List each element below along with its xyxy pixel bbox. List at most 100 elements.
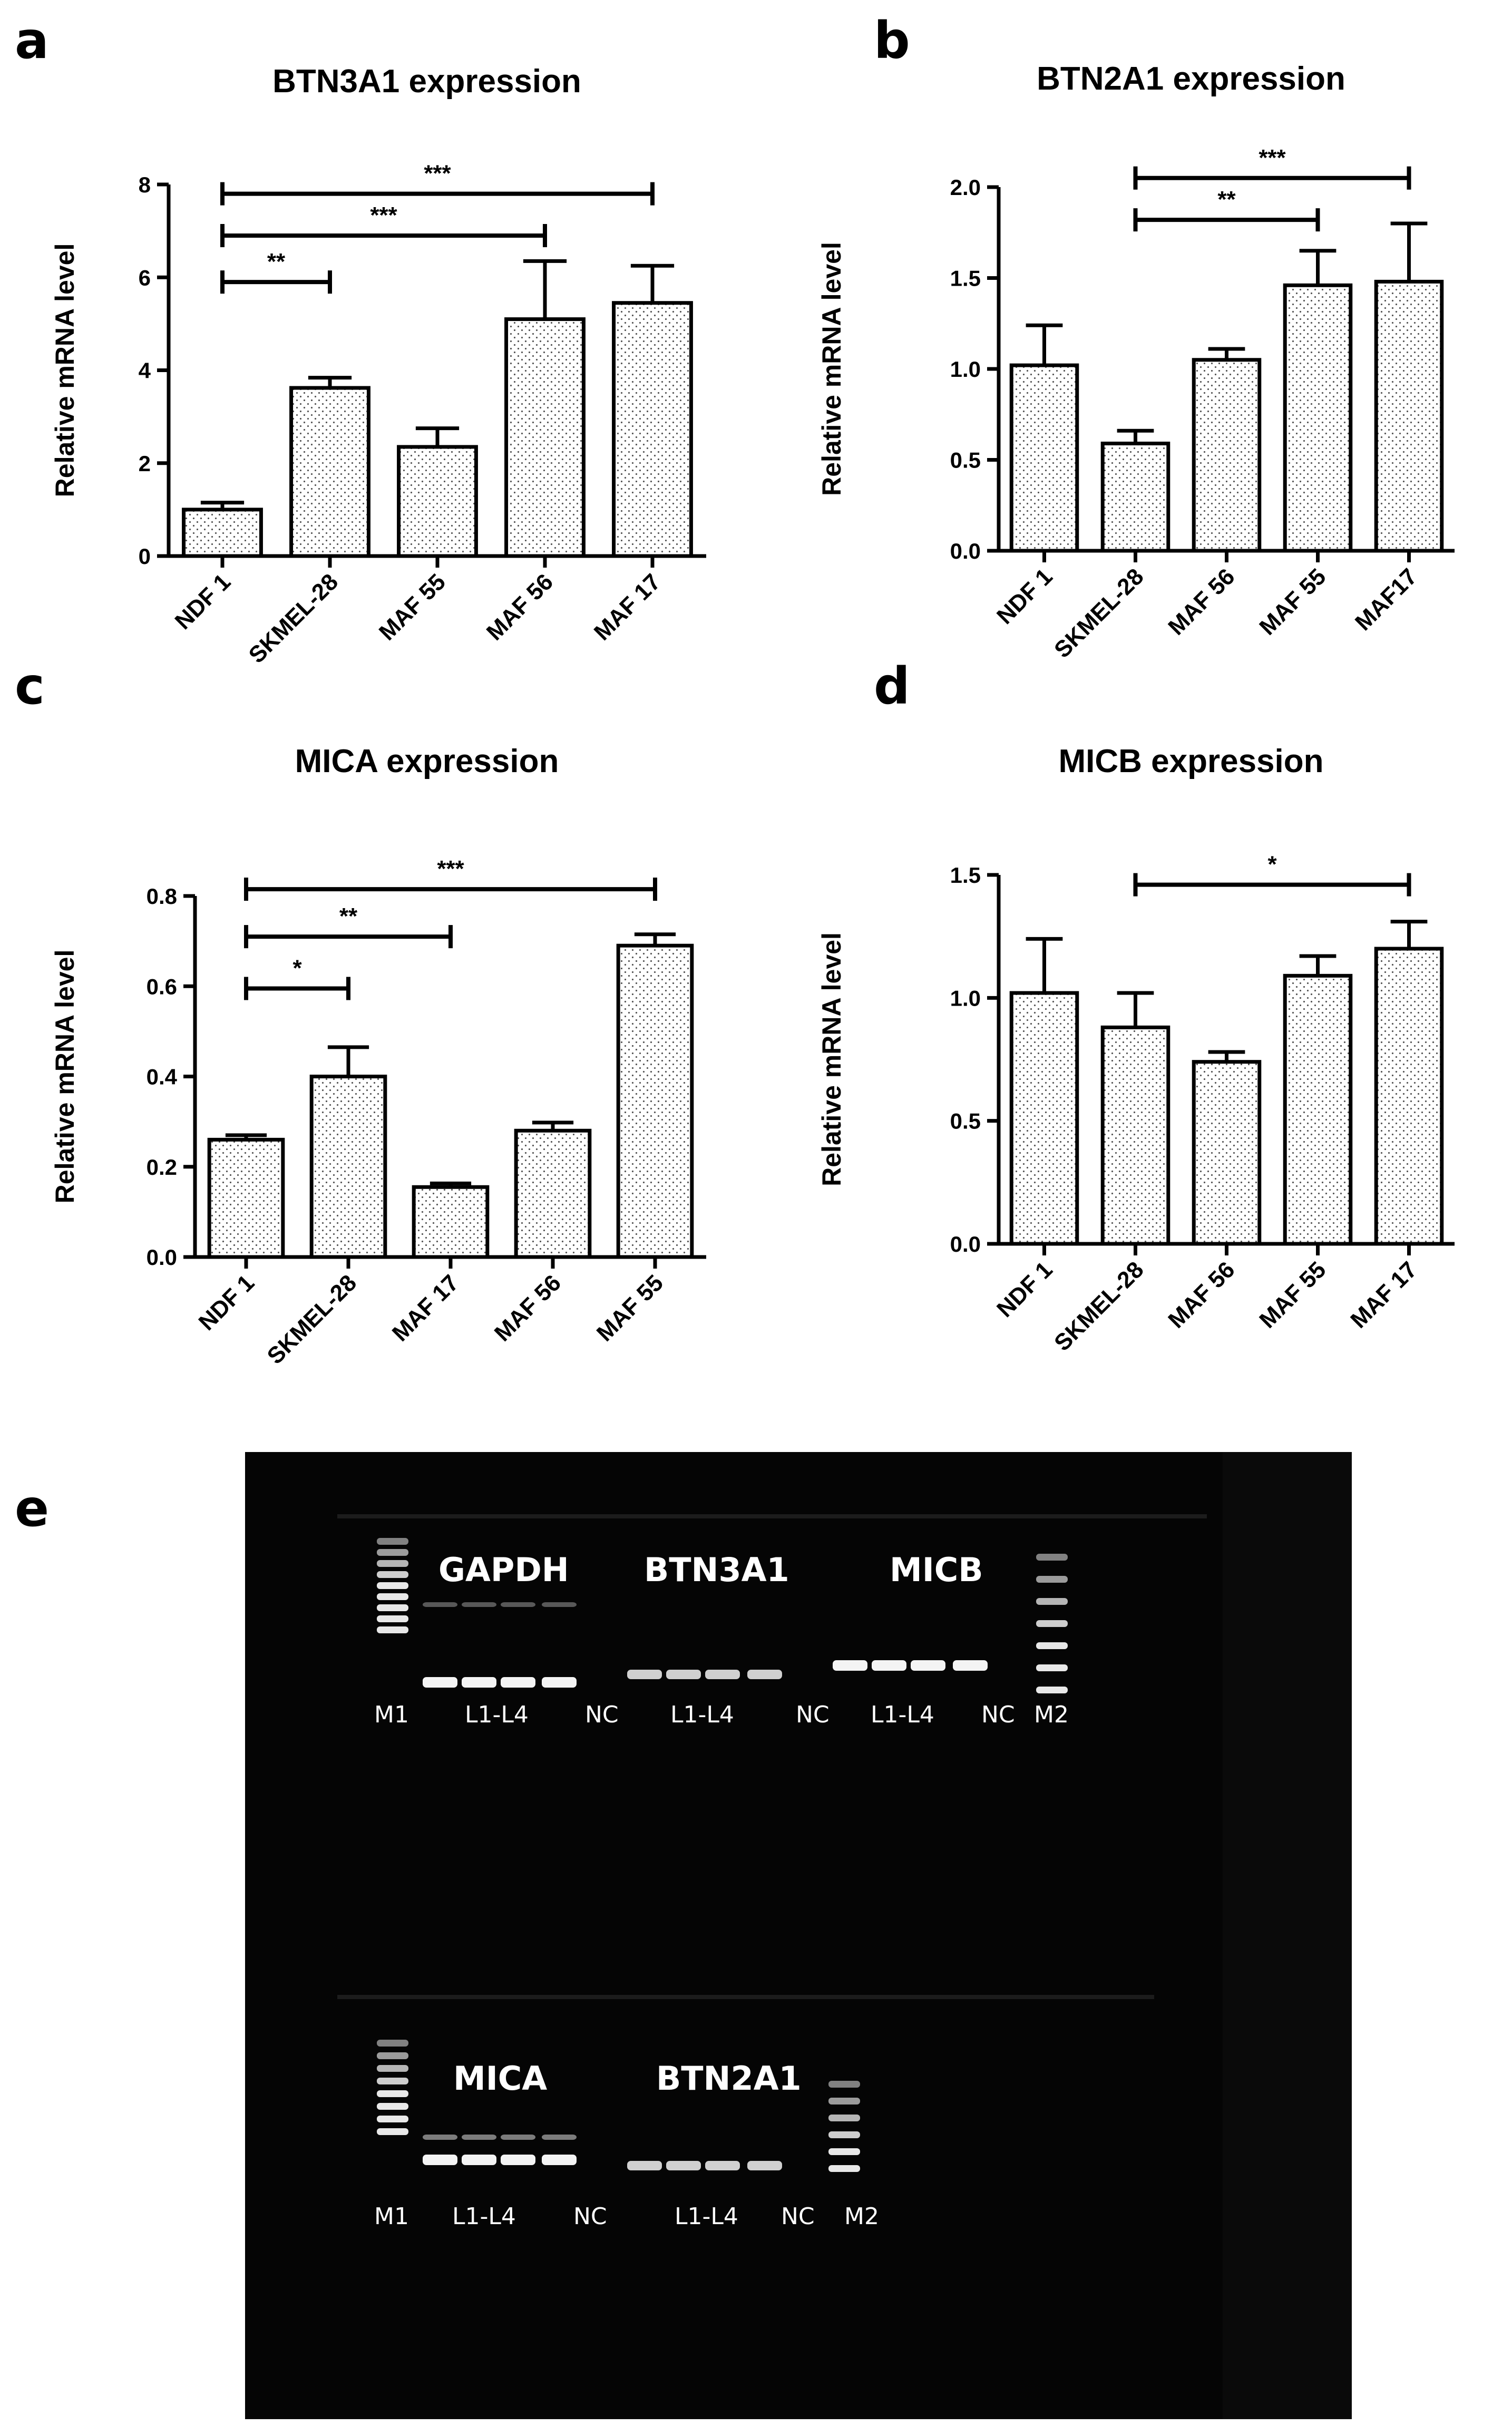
gel-gene-btn2a1: BTN2A1 bbox=[656, 2059, 802, 2098]
gel-bottom-ladder-m1-band-3 bbox=[377, 2078, 408, 2084]
x-tick-label-3: MAF 55 bbox=[1254, 1256, 1331, 1333]
x-tick-label-3: MAF 55 bbox=[1254, 563, 1331, 640]
x-tick-label-1: SKMEL-28 bbox=[244, 569, 344, 668]
gel-top-lane-l1l4-1: L1-L4 bbox=[465, 1701, 529, 1728]
sig-label-0: ** bbox=[1217, 187, 1236, 212]
gel-bottom-ladder-m1-band-1 bbox=[377, 2052, 408, 2059]
gel-bottom-mica-faint-band-3 bbox=[542, 2135, 577, 2140]
panel-letter-b: b bbox=[874, 11, 910, 70]
x-tick-label-2: MAF 56 bbox=[1163, 1256, 1240, 1333]
y-tick-label-2: 4 bbox=[139, 358, 151, 383]
y-axis-label: Relative mRNA level bbox=[50, 243, 80, 498]
gel-gene-btn3a1: BTN3A1 bbox=[644, 1551, 789, 1589]
gel-top-ladder-m1-band-8 bbox=[377, 1626, 408, 1633]
gel-bottom-ladder-m2-band-4 bbox=[828, 2148, 860, 2155]
gel-top-gapdh-band-3 bbox=[542, 1677, 577, 1688]
y-tick-label-0: 0 bbox=[139, 544, 151, 569]
gel-bottom-mica-faint-band-0 bbox=[423, 2135, 457, 2140]
chart-title: MICB expression bbox=[1058, 743, 1323, 780]
gel-top-lane-m2: M2 bbox=[1034, 1701, 1069, 1728]
x-tick-label-4: MAF17 bbox=[1350, 563, 1422, 636]
panel-c: c MICA expression Relative mRNA level NDF … bbox=[15, 657, 706, 1369]
gel-bottom-ladder-m1-band-5 bbox=[377, 2103, 408, 2110]
gel-top-ladder-m1-band-1 bbox=[377, 1549, 408, 1556]
gel-top-gapdh-faint-band-1 bbox=[462, 1602, 496, 1607]
bar-3 bbox=[504, 317, 586, 558]
gel-top-gapdh-band-0 bbox=[423, 1677, 457, 1688]
x-tick-label-1: SKMEL-28 bbox=[262, 1270, 362, 1369]
gel-wells-1 bbox=[337, 1995, 1154, 1999]
y-axis-label: Relative mRNA level bbox=[817, 242, 846, 496]
bar-2 bbox=[412, 1185, 490, 1259]
bar-0 bbox=[182, 508, 263, 558]
sig-label-0: * bbox=[292, 956, 302, 981]
gel-bottom-ladder-m2-band-3 bbox=[828, 2131, 860, 2138]
gel-top-ladder-m1-band-7 bbox=[377, 1615, 408, 1622]
gel-top-ladder-m2-band-2 bbox=[1036, 1598, 1068, 1605]
gel-bottom-btn2a1-band-1 bbox=[666, 2161, 701, 2170]
y-tick-label-3: 6 bbox=[139, 265, 151, 290]
x-tick-label-0: NDF 1 bbox=[992, 563, 1058, 629]
y-tick-label-4: 2.0 bbox=[950, 175, 981, 200]
bar-4 bbox=[1374, 279, 1444, 553]
x-tick-label-0: NDF 1 bbox=[992, 1256, 1058, 1322]
gel-bottom-mica-band-1 bbox=[462, 2155, 496, 2165]
gel-bottom-lane-m2: M2 bbox=[844, 2203, 879, 2230]
bar-0 bbox=[207, 1137, 285, 1259]
gel-top-lane-nc-2: NC bbox=[796, 1701, 830, 1728]
y-tick-label-1: 0.2 bbox=[147, 1155, 177, 1180]
gel-top-ladder-m2-band-4 bbox=[1036, 1642, 1068, 1649]
gel-bottom-lane-l1l4-1: L1-L4 bbox=[452, 2203, 516, 2230]
panel-letter-a: a bbox=[15, 11, 49, 70]
chart-btn3a1: BTN3A1 expression Relative mRNA level NDF … bbox=[50, 63, 706, 668]
bar-3 bbox=[1283, 283, 1353, 553]
chart-micb: MICB expression Relative mRNA level NDF 1S… bbox=[817, 743, 1455, 1356]
gel-bottom-ladder-m2-band-1 bbox=[828, 2098, 860, 2105]
gel-bottom-ladder-m1-band-0 bbox=[377, 2040, 408, 2047]
sig-label-1: ** bbox=[339, 903, 358, 929]
gel-top-ladder-m2-band-6 bbox=[1036, 1687, 1068, 1693]
gel-top-lane-nc-1: NC bbox=[585, 1701, 619, 1728]
gel-top-ladder-m2-band-3 bbox=[1036, 1620, 1068, 1627]
gel-top-ladder-m1-band-3 bbox=[377, 1571, 408, 1578]
gel-bottom-mica-band-0 bbox=[423, 2155, 457, 2165]
gel-top-btn3a1-band-0 bbox=[627, 1670, 662, 1679]
y-tick-label-0: 0.0 bbox=[950, 539, 981, 563]
y-tick-label-0: 0.0 bbox=[147, 1245, 177, 1270]
gel-top-gapdh-faint-band-2 bbox=[501, 1602, 535, 1607]
gel-gene-mica: MICA bbox=[453, 2059, 547, 2098]
x-tick-label-4: MAF 17 bbox=[589, 569, 666, 645]
y-tick-label-2: 0.4 bbox=[147, 1065, 178, 1089]
gel-right-strip bbox=[1223, 1452, 1352, 2419]
y-tick-label-3: 1.5 bbox=[950, 863, 981, 888]
gel-top-btn3a1-band-3 bbox=[747, 1670, 782, 1679]
x-tick-label-3: MAF 56 bbox=[490, 1270, 566, 1346]
sig-label-1: *** bbox=[1259, 145, 1286, 171]
bar-3 bbox=[1283, 973, 1353, 1246]
gel-bottom-mica-band-2 bbox=[501, 2155, 535, 2165]
gel-top-gapdh-faint-band-3 bbox=[542, 1602, 577, 1607]
gel-top-ladder-m1-band-6 bbox=[377, 1604, 408, 1611]
gel-bottom-lane-m1: M1 bbox=[374, 2203, 409, 2230]
y-tick-label-4: 0.8 bbox=[147, 884, 177, 909]
x-tick-label-4: MAF 55 bbox=[592, 1270, 668, 1346]
x-tick-label-2: MAF 17 bbox=[387, 1270, 464, 1346]
gel-top-micb-band-2 bbox=[911, 1660, 945, 1671]
gel-top-gapdh-band-2 bbox=[501, 1677, 535, 1688]
gel-bottom-ladder-m2-band-0 bbox=[828, 2081, 860, 2088]
gel-background bbox=[245, 1452, 1352, 2419]
gel-gene-micb: MICB bbox=[890, 1551, 983, 1589]
y-tick-label-1: 0.5 bbox=[950, 1109, 981, 1134]
bar-1 bbox=[1100, 441, 1170, 553]
bar-0 bbox=[1009, 991, 1079, 1246]
gel-gene-gapdh: GAPDH bbox=[438, 1551, 569, 1589]
gel-top-ladder-m2-band-1 bbox=[1036, 1576, 1068, 1583]
gel-bottom-btn2a1-band-2 bbox=[705, 2161, 740, 2170]
gel-bottom-mica-band-3 bbox=[542, 2155, 577, 2165]
gel-bottom-lane-l1l4-2: L1-L4 bbox=[675, 2203, 738, 2230]
y-tick-label-3: 1.5 bbox=[950, 266, 981, 291]
y-tick-label-4: 8 bbox=[139, 172, 151, 197]
gel-top-gapdh-faint-band-0 bbox=[423, 1602, 457, 1607]
gel-bottom-ladder-m1-band-6 bbox=[377, 2116, 408, 2122]
gel-bottom-btn2a1-band-0 bbox=[627, 2161, 662, 2170]
